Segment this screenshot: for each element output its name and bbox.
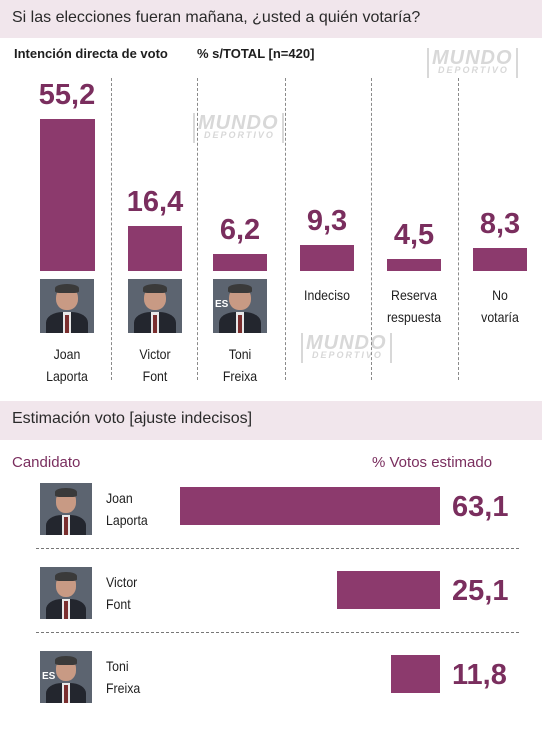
- candidate-name-2: Victor Font: [106, 571, 137, 615]
- column-separator: [371, 78, 372, 380]
- candidate-photo-2: [128, 279, 182, 333]
- bar-6: [473, 248, 527, 271]
- column-separator: [285, 78, 286, 380]
- bar-5: [387, 258, 441, 271]
- candidate-photo-1: [40, 279, 94, 333]
- value-label-3: 6,2: [219, 213, 261, 246]
- photo-badge-text: ES: [215, 299, 229, 310]
- estimate-value-2: 25,1: [452, 575, 509, 607]
- estimate-column-header: % Votos estimado: [372, 454, 493, 471]
- candidate-name-line: Toni: [106, 658, 129, 674]
- bar-3: [213, 253, 267, 271]
- photo-tie: [64, 601, 68, 619]
- category-label-line: Laporta: [46, 368, 88, 384]
- estimate-bar-3: [391, 655, 440, 693]
- category-label-line: Victor: [139, 346, 171, 362]
- estimate-photo-3: ES: [40, 651, 92, 703]
- category-label-1: Joan Laporta: [23, 343, 111, 387]
- photo-tie: [238, 314, 242, 333]
- estimate-title: Estimación voto [ajuste indecisos]: [12, 410, 253, 427]
- value-label-2: 16,4: [126, 185, 184, 218]
- candidate-name-line: Freixa: [106, 680, 141, 696]
- photo-tie: [64, 685, 68, 703]
- category-label-line: No: [492, 287, 508, 303]
- photo-hair: [54, 488, 78, 497]
- candidate-photo-3: ES: [213, 279, 267, 333]
- category-label-5: Reserva respuesta: [370, 284, 458, 328]
- question-title: Si las elecciones fueran mañana, ¿usted …: [12, 9, 421, 26]
- category-label-line: [283, 306, 371, 328]
- value-label-4: 9,3: [306, 205, 348, 238]
- category-label-line: Reserva: [391, 287, 437, 303]
- category-label-line: Font: [142, 368, 168, 384]
- photo-hair: [55, 284, 79, 294]
- category-label-line: Indeciso: [304, 287, 350, 303]
- photo-hair: [54, 656, 78, 665]
- category-label-line: Joan: [53, 346, 81, 362]
- photo-tie: [64, 517, 68, 535]
- candidate-name-1: Joan Laporta: [106, 487, 148, 531]
- candidate-column-header: Candidato: [12, 454, 81, 471]
- column-separator: [458, 78, 459, 380]
- category-label-3: Toni Freixa: [196, 343, 284, 387]
- category-label-line: Toni: [228, 346, 252, 362]
- estimate-value-1: 63,1: [452, 491, 509, 523]
- bar-4: [300, 245, 354, 271]
- value-label-5: 4,5: [393, 218, 435, 251]
- value-label-6: 8,3: [479, 208, 521, 241]
- estimate-photo-2: [40, 567, 92, 619]
- estimate-bar-2: [336, 571, 440, 609]
- category-label-line: Freixa: [222, 368, 258, 384]
- candidate-name-line: Laporta: [106, 512, 148, 528]
- watermark-logo: MUNDO DEPORTIVO: [301, 332, 392, 363]
- watermark-logo: MUNDO DEPORTIVO: [427, 47, 518, 78]
- category-label-6: No votaría: [456, 284, 542, 328]
- estimate-bar-1: [180, 487, 440, 525]
- category-label-2: Victor Font: [111, 343, 199, 387]
- photo-badge-text: ES: [42, 671, 56, 682]
- photo-hair: [228, 284, 252, 294]
- candidate-name-line: Joan: [106, 490, 133, 506]
- column-separator: [197, 78, 198, 380]
- photo-hair: [54, 572, 78, 581]
- row-separator: [36, 548, 519, 549]
- candidate-name-line: Victor: [106, 574, 138, 590]
- estimate-value-3: 11,8: [452, 659, 507, 691]
- top-chart-unit: % s/TOTAL [n=420]: [197, 46, 315, 61]
- category-label-line: votaría: [481, 309, 519, 325]
- photo-tie: [65, 314, 69, 333]
- candidate-name-3: Toni Freixa: [106, 655, 140, 699]
- row-separator: [36, 632, 519, 633]
- candidate-name-line: Font: [106, 596, 131, 612]
- question-band: [0, 0, 542, 38]
- estimate-band: [0, 401, 542, 440]
- top-chart-subtitle: Intención directa de voto: [14, 46, 168, 61]
- category-label-4: Indeciso: [283, 284, 371, 328]
- photo-hair: [143, 284, 167, 294]
- column-separator: [111, 78, 112, 380]
- photo-tie: [153, 314, 157, 333]
- watermark-logo: MUNDO DEPORTIVO: [193, 112, 284, 143]
- category-label-line: respuesta: [386, 309, 442, 325]
- bar-2: [128, 225, 182, 271]
- bar-1: [39, 119, 95, 271]
- estimate-photo-1: [40, 483, 92, 535]
- value-label-1: 55,2: [38, 79, 96, 111]
